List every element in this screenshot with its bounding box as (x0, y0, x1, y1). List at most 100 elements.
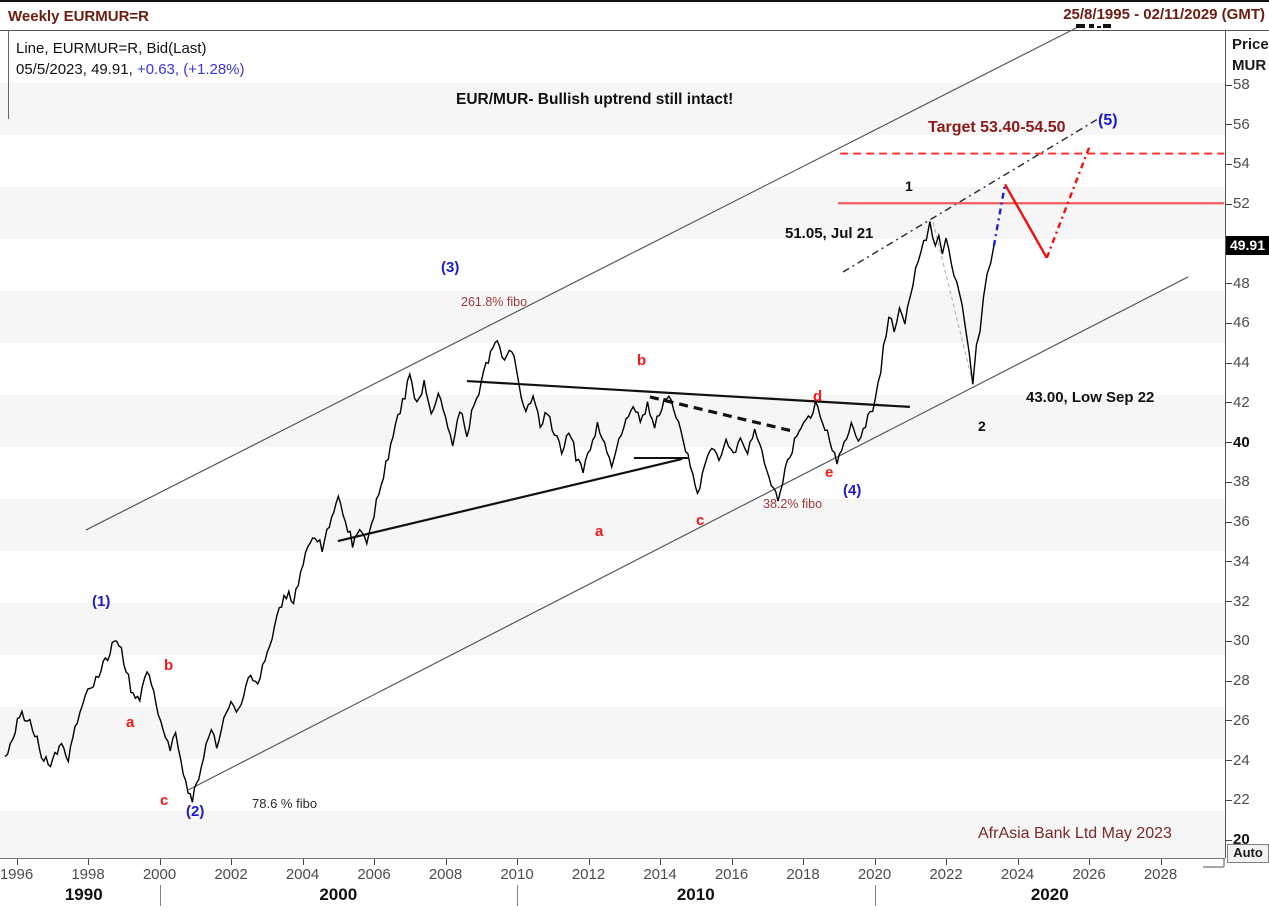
low-sep22-label: 43.00, Low Sep 22 (1026, 389, 1155, 406)
price-tick-label-32: 32 (1233, 592, 1250, 610)
projection-red-solid (1003, 183, 1048, 259)
wave-c1-label: c (160, 792, 169, 809)
price-tick-label-38: 38 (1233, 473, 1250, 491)
price-tick-mark-32 (1225, 601, 1232, 603)
credit-label: AfrAsia Bank Ltd May 2023 (978, 825, 1172, 842)
chart-headline: EUR/MUR- Bullish uptrend still intact! (456, 91, 734, 108)
wave-d2-label: d (813, 388, 823, 405)
year-tick-mark-1998 (88, 859, 89, 865)
price-tick-mark-34 (1225, 561, 1232, 563)
year-tick-mark-2002 (231, 859, 232, 865)
year-tick-label-2000: 2000 (142, 866, 177, 883)
price-axis-title-line1: Price (1232, 36, 1269, 53)
year-tick-label-2016: 2016 (714, 866, 749, 883)
clipped-top-label-mark-2 (1097, 26, 1101, 28)
price-tick-mark-48 (1225, 283, 1232, 285)
price-tick-label-54: 54 (1233, 155, 1250, 173)
year-tick-label-2020: 2020 (857, 866, 892, 883)
price-tick-label-20: 20 (1233, 831, 1250, 849)
price-tick-label-24: 24 (1233, 751, 1250, 769)
plot-frame-top (0, 30, 1269, 31)
wave-1-minor: 1 (905, 178, 913, 194)
year-tick-label-2022: 2022 (929, 866, 963, 883)
price-tick-mark-44 (1225, 362, 1232, 364)
price-tick-label-42: 42 (1233, 393, 1250, 411)
year-tick-mark-1996 (16, 859, 18, 865)
year-tick-mark-2006 (374, 859, 375, 865)
year-tick-label-2004: 2004 (285, 866, 320, 883)
price-tick-mark-58 (1225, 84, 1232, 86)
wave-3-label: (3) (441, 259, 460, 276)
auto-scale-button[interactable]: Auto (1227, 844, 1269, 863)
decade-label-1990: 1990 (64, 885, 103, 904)
price-tick-label-36: 36 (1233, 513, 1250, 531)
year-tick-mark-2024 (1017, 859, 1019, 865)
decade-label-2000: 2000 (319, 885, 358, 904)
legend-quote-value: 05/5/2023, 49.91, (16, 61, 137, 78)
wave-b1-label: b (164, 657, 174, 674)
wave-a1-label: a (126, 714, 135, 731)
year-tick-mark-2018 (803, 859, 804, 865)
year-tick-label-2014: 2014 (643, 866, 677, 883)
year-tick-mark-2016 (731, 859, 733, 865)
wave-2-label: (2) (186, 803, 205, 820)
wave-5-label: (5) (1098, 112, 1118, 129)
wave-a2-label: a (595, 523, 604, 540)
price-tick-mark-24 (1225, 760, 1232, 762)
wave-e2-label: e (825, 464, 834, 481)
fibo-2618-label: 261.8% fibo (461, 295, 528, 309)
triangle-inner-dashed-line (649, 395, 793, 433)
decline-guide-line (932, 221, 972, 377)
triangle-upper-line (466, 379, 910, 408)
price-tick-mark-36 (1225, 521, 1232, 523)
window-top-border (0, 0, 1269, 2)
year-tick-label-2018: 2018 (786, 866, 820, 883)
price-tick-mark-30 (1225, 640, 1232, 642)
year-tick-label-1996: 1996 (0, 866, 34, 883)
price-tick-label-30: 30 (1233, 632, 1250, 650)
channel-upper-line (85, 27, 1077, 531)
fibo-382-label: 38.2% fibo (763, 497, 823, 511)
channel-lower-line (187, 276, 1189, 791)
decade-separator-2000 (159, 885, 161, 906)
wave-2-minor: 2 (978, 418, 986, 434)
wave-b2-label: b (637, 352, 647, 369)
price-tick-label-52: 52 (1233, 195, 1250, 213)
clipped-top-label-mark-0 (1076, 24, 1085, 28)
price-tick-mark-54 (1225, 163, 1232, 165)
price-axis-line (1225, 30, 1226, 858)
price-tick-mark-52 (1225, 203, 1232, 205)
legend-quote-change: +0.63, (+1.28%) (136, 61, 245, 78)
plot-frame-bottom (0, 858, 1225, 859)
price-tick-mark-42 (1225, 402, 1232, 404)
price-tick-label-26: 26 (1233, 711, 1250, 729)
year-tick-label-2010: 2010 (500, 866, 534, 883)
decade-label-2010: 2010 (676, 885, 715, 904)
year-tick-mark-2026 (1089, 859, 1090, 865)
target-label: Target 53.40-54.50 (928, 119, 1066, 136)
decade-separator-2010 (517, 885, 518, 906)
projection-red-dashdot (1045, 144, 1092, 259)
plot-area-background (0, 31, 1225, 858)
price-tick-label-22: 22 (1233, 791, 1250, 809)
decade-separator-2020 (874, 885, 876, 906)
triangle-lower-line (337, 457, 683, 543)
price-tick-mark-56 (1225, 124, 1232, 126)
price-tick-mark-38 (1225, 481, 1232, 483)
date-range: 25/8/1995 - 02/11/2029 (GMT) (1063, 6, 1265, 23)
price-tick-label-58: 58 (1233, 76, 1250, 93)
chart-title: Weekly EURMUR=R (8, 8, 150, 25)
wave-c2-label: c (696, 512, 705, 529)
price-tick-label-44: 44 (1233, 354, 1250, 372)
year-tick-mark-2000 (159, 859, 161, 865)
year-tick-mark-2012 (588, 859, 590, 865)
price-tick-mark-22 (1225, 799, 1232, 801)
year-tick-label-1998: 1998 (71, 866, 105, 883)
year-tick-label-2008: 2008 (428, 866, 463, 883)
price-tick-mark-26 (1225, 720, 1232, 722)
wave-4-label: (4) (843, 482, 862, 499)
last-price-badge: 49.91 (1226, 235, 1269, 255)
year-tick-mark-2004 (302, 859, 304, 865)
